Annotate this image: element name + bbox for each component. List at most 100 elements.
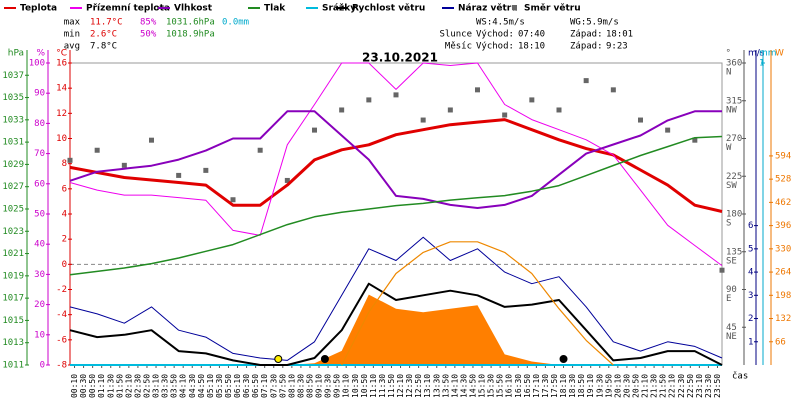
x-tick-label: 03:50: [170, 374, 179, 398]
x-tick-label: 13:10: [423, 374, 432, 398]
tick-label: 225: [726, 172, 742, 182]
x-tick-label: 12:30: [405, 374, 414, 398]
tick-label: 2: [748, 314, 753, 324]
x-axis-label: čas: [732, 371, 748, 382]
tick-label: -4: [56, 310, 67, 320]
x-tick-label: 20:10: [613, 374, 622, 398]
tick-name: NW: [726, 105, 737, 115]
tick-label: 90: [726, 285, 737, 295]
tick-label: 3: [748, 291, 753, 301]
x-tick-label: 14:50: [468, 374, 477, 398]
stat-value: 50%: [140, 30, 157, 40]
tick-label: 132: [775, 314, 791, 324]
tick-label: 70: [34, 149, 45, 159]
x-tick-label: 15:10: [478, 374, 487, 398]
x-tick-label: 23:30: [704, 374, 713, 398]
direction-point: [312, 127, 317, 133]
stat-value: 1018.9hPa: [166, 30, 215, 40]
x-tick-label: 23:50: [713, 374, 722, 398]
x-tick-label: 05:30: [215, 374, 224, 398]
tick-label: 16: [56, 59, 67, 69]
direction-point: [393, 92, 399, 98]
x-tick-label: 22:30: [677, 374, 686, 398]
tick-label: 1035: [2, 93, 24, 103]
x-tick-label: 11:50: [387, 374, 396, 398]
tick-label: 10: [56, 134, 67, 144]
tick-label: 14: [56, 84, 67, 94]
sunrise-marker: [274, 355, 283, 363]
tick-label: 66: [775, 337, 786, 347]
stat-label: max: [64, 18, 81, 28]
x-tick-label: 09:10: [315, 374, 324, 398]
tick-name: NE: [726, 332, 737, 342]
legend-label: Rychlost větru: [352, 3, 425, 14]
x-tick-label: 09:50: [333, 374, 342, 398]
x-tick-label: 11:10: [369, 374, 378, 398]
series-line: [69, 282, 723, 366]
x-tick-label: 17:10: [532, 374, 541, 398]
tick-name: SE: [726, 256, 737, 266]
tick-name: W: [726, 143, 732, 153]
direction-point: [366, 97, 372, 103]
x-tick-label: 02:10: [124, 374, 133, 398]
x-tick-label: 01:30: [106, 374, 115, 398]
tick-name: E: [726, 294, 731, 304]
tick-label: 1015: [2, 316, 24, 326]
tick-label: 8: [62, 159, 67, 169]
tick-label: 594: [775, 151, 791, 161]
direction-point: [556, 107, 562, 113]
astro-rise: 07:40: [518, 30, 545, 40]
tick-label: 1027: [2, 182, 24, 192]
direction-point: [176, 172, 182, 178]
x-tick-label: 21:50: [659, 374, 668, 398]
tick-label: 0: [40, 361, 45, 371]
series-line: [69, 135, 723, 276]
direction-point: [583, 78, 589, 84]
direction-point: [284, 177, 290, 183]
wind-summary: WS:4.5m/s: [476, 18, 525, 28]
axis-label: mm: [759, 49, 777, 59]
astro-label: Měsíc: [445, 42, 472, 52]
astro-set: 9:23: [606, 42, 628, 52]
tick-label: 90: [34, 89, 45, 99]
x-tick-label: 22:10: [668, 374, 677, 398]
stat-value: 0.0mm: [222, 18, 249, 28]
x-tick-label: 01:10: [97, 374, 106, 398]
tick-label: 1031: [2, 138, 24, 148]
x-tick-label: 06:10: [233, 374, 242, 398]
x-tick-label: 10:30: [351, 374, 360, 398]
tick-name: S: [726, 219, 731, 229]
x-tick-label: 00:10: [70, 374, 79, 398]
astro-rise-label: Východ:: [476, 42, 514, 52]
legend-label: Vlhkost: [174, 4, 213, 14]
x-tick-label: 00:50: [88, 374, 97, 398]
tick-label: 1019: [2, 271, 24, 281]
stat-value: 1031.6hPa: [166, 18, 215, 28]
tick-label: 198: [775, 291, 791, 301]
series-line: [69, 62, 723, 267]
axis-label: %: [36, 49, 45, 59]
x-tick-label: 12:50: [414, 374, 423, 398]
direction-point: [610, 87, 616, 93]
x-tick-label: 04:50: [197, 374, 206, 398]
stat-label: avg: [64, 42, 80, 52]
x-tick-label: 07:10: [260, 374, 269, 398]
axis-label: °C: [56, 49, 67, 59]
direction-point: [203, 167, 209, 173]
legend-label: Náraz větru: [458, 3, 518, 14]
series-line: [69, 236, 723, 361]
x-tick-label: 10:50: [360, 374, 369, 398]
tick-label: 1025: [2, 204, 24, 214]
tick-label: 45: [726, 323, 737, 333]
x-tick-label: 07:50: [278, 374, 287, 398]
x-tick-label: 08:50: [305, 374, 314, 398]
legend-label: Tlak: [264, 4, 286, 14]
legend-label: Přízemní teplota: [86, 4, 170, 14]
x-tick-label: 17:30: [541, 374, 550, 398]
axis-label: W: [775, 49, 784, 59]
tick-label: 1017: [2, 294, 24, 304]
x-tick-label: 23:10: [695, 374, 704, 398]
x-tick-label: 01:50: [115, 374, 124, 398]
tick-label: -2: [56, 285, 67, 295]
moonrise-marker: [559, 355, 568, 363]
